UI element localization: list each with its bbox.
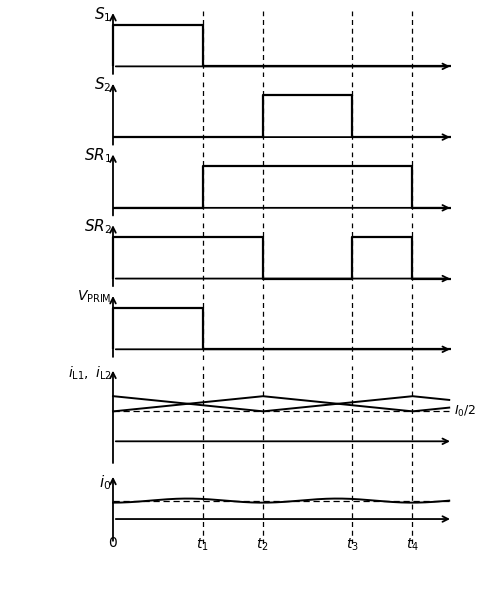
Text: $t_3$: $t_3$ [346,536,358,553]
Text: $I_0/2$: $I_0/2$ [454,404,476,419]
Text: $S_2$: $S_2$ [94,76,112,94]
Text: $t_2$: $t_2$ [256,536,269,553]
Text: $i_{\mathrm{L1}},\ i_{\mathrm{L2}}$: $i_{\mathrm{L1}},\ i_{\mathrm{L2}}$ [68,365,112,382]
Text: $0$: $0$ [108,536,118,550]
Text: $V_{\mathrm{PRIM}}$: $V_{\mathrm{PRIM}}$ [78,289,112,306]
Text: $SR_2$: $SR_2$ [84,217,112,236]
Text: $i_0$: $i_0$ [100,473,112,492]
Text: $t_4$: $t_4$ [406,536,418,553]
Text: $SR_1$: $SR_1$ [84,147,112,165]
Text: $S_1$: $S_1$ [94,5,112,24]
Text: $t_1$: $t_1$ [196,536,209,553]
